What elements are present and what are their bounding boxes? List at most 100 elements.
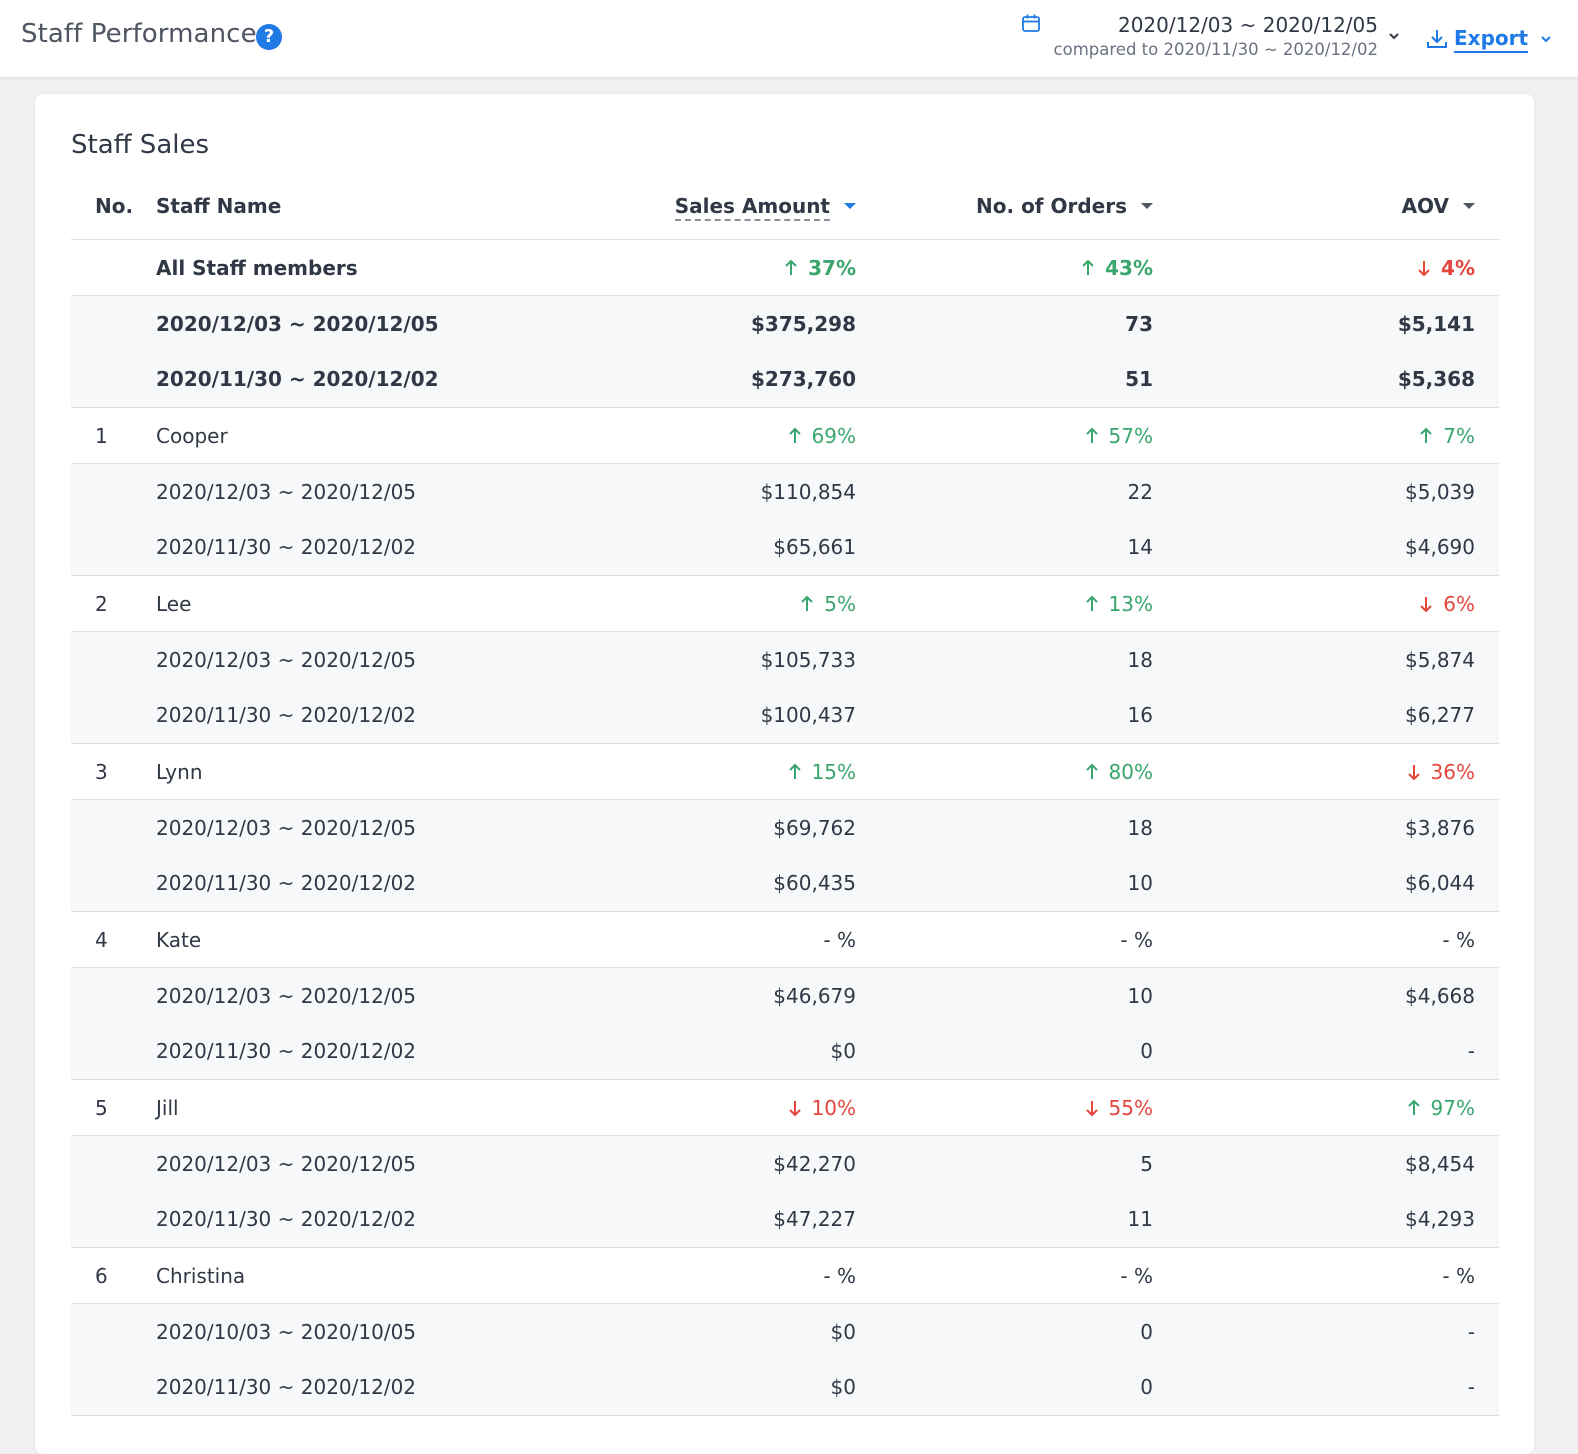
staff-name: Kate [156,927,202,952]
order-count: 0 [1140,1319,1153,1344]
date-range-picker[interactable]: 2020/12/03 ~ 2020/12/05 compared to 2020… [1021,11,1378,61]
aov-value: $5,141 [1397,311,1475,336]
sales-change: - % [823,928,856,952]
staff-name: All Staff members [156,255,358,280]
period-label: 2020/11/30 ~ 2020/12/02 [156,367,439,392]
aov-value: $5,368 [1397,367,1475,392]
period-label: 2020/11/30 ~ 2020/12/02 [156,871,417,896]
aov-value: $6,277 [1405,703,1475,728]
sort-caret-icon[interactable] [1463,203,1475,209]
chevron-down-icon[interactable] [1388,30,1400,42]
period-row: 2020/11/30 ~ 2020/12/02 $100,437 16 $6,277 [71,687,1499,743]
sales-amount: $69,762 [773,815,856,840]
order-count: 14 [1127,535,1153,560]
sales-change: 69% [788,424,856,448]
aov-value: - [1467,1039,1475,1064]
period-label: 2020/11/30 ~ 2020/12/02 [156,703,417,728]
sales-amount-label: Sales Amount [674,194,830,221]
period-row: 2020/11/30 ~ 2020/12/02 $0 0 - [71,1359,1499,1415]
period-row: 2020/12/03 ~ 2020/12/05 $46,679 10 $4,668 [71,968,1499,1024]
aov-value: - [1467,1319,1475,1344]
column-header-sales-amount[interactable]: Sales Amount [674,194,856,221]
staff-rank: 4 [95,927,108,952]
sales-amount: $273,760 [750,367,856,392]
period-row: 2020/12/03 ~ 2020/12/05 $110,854 22 $5,039 [71,464,1499,520]
period-label: 2020/12/03 ~ 2020/12/05 [156,479,417,504]
staff-summary-row[interactable]: All Staff members 37% 43% 4% [71,240,1499,296]
staff-rank: 5 [95,1095,108,1120]
order-count: 10 [1127,983,1153,1008]
orders-label: No. of Orders [976,194,1127,218]
arrow-up-icon [788,427,801,443]
sort-caret-icon[interactable] [1141,203,1153,209]
aov-change: 6% [1419,592,1475,616]
staff-summary-row[interactable]: 1 Cooper 69% 57% 7% [71,408,1499,464]
sales-change: 5% [800,592,856,616]
arrow-down-icon [1085,1100,1098,1116]
aov-value: $8,454 [1405,1151,1475,1176]
staff-rank: 1 [95,423,108,448]
staff-summary-row[interactable]: 6 Christina - % - % - % [71,1248,1499,1304]
sales-amount: $100,437 [760,703,856,728]
column-header-aov[interactable]: AOV [1402,194,1475,218]
order-count: 16 [1127,703,1153,728]
aov-change-value: 4% [1441,255,1475,280]
staff-name: Cooper [156,423,228,448]
orders-change-value: 80% [1108,759,1153,784]
aov-value: $6,044 [1405,871,1475,896]
period-row: 2020/11/30 ~ 2020/12/02 $47,227 11 $4,293 [71,1191,1499,1247]
export-button[interactable]: Export [1426,24,1552,54]
orders-change: 43% [1081,256,1153,280]
staff-group: 3 Lynn 15% 80% 36% 2020/12/03 ~ 2020/12/05 $69… [71,744,1499,912]
order-count: 11 [1127,1207,1153,1232]
sort-caret-icon[interactable] [844,203,856,209]
staff-summary-row[interactable]: 3 Lynn 15% 80% 36% [71,744,1499,800]
period-row: 2020/12/03 ~ 2020/12/05 $375,298 73 $5,141 [71,296,1499,352]
orders-change: 80% [1085,760,1153,784]
help-icon[interactable]: ? [256,24,282,50]
staff-name: Lee [156,591,192,616]
sales-amount: $46,679 [773,983,856,1008]
orders-change: 55% [1085,1096,1153,1120]
calendar-icon [1021,14,1040,32]
column-header-orders[interactable]: No. of Orders [976,194,1153,218]
period-row: 2020/11/30 ~ 2020/12/02 $65,661 14 $4,690 [71,519,1499,575]
aov-change: 97% [1407,1096,1475,1120]
staff-summary-row[interactable]: 4 Kate - % - % - % [71,912,1499,968]
period-label: 2020/12/03 ~ 2020/12/05 [156,815,417,840]
sales-amount: $65,661 [773,535,856,560]
staff-group: All Staff members 37% 43% 4% 2020/12/03 ~ 20… [71,240,1499,408]
arrow-up-icon [785,259,797,275]
period-row: 2020/12/03 ~ 2020/12/05 $42,270 5 $8,454 [71,1136,1499,1192]
aov-label: AOV [1401,194,1449,218]
period-label: 2020/11/30 ~ 2020/12/02 [156,535,417,560]
arrow-up-icon [1082,259,1094,275]
orders-change: 57% [1085,424,1153,448]
sales-change-value: 69% [811,423,856,448]
aov-value: - [1467,1375,1475,1400]
period-label: 2020/10/03 ~ 2020/10/05 [156,1319,417,1344]
table-header: No. Staff Name Sales Amount No. of Order… [71,180,1499,240]
sales-change-value: 5% [824,591,856,616]
sales-amount: $47,227 [773,1207,856,1232]
sales-amount: $42,270 [773,1151,856,1176]
staff-group: 6 Christina - % - % - % 2020/10/03 ~ 2020/10/… [71,1248,1499,1416]
arrow-up-icon [801,595,813,611]
aov-change: 36% [1407,760,1475,784]
staff-summary-row[interactable]: 5 Jill 10% 55% 97% [71,1080,1499,1136]
chevron-down-icon [1541,36,1551,43]
arrow-up-icon [788,763,801,779]
staff-group: 1 Cooper 69% 57% 7% 2020/12/03 ~ 2020/12/05 $1… [71,408,1499,576]
aov-value: $4,690 [1405,535,1475,560]
compared-date-range: compared to 2020/11/30 ~ 2020/12/02 [1053,40,1378,59]
aov-change-value: 7% [1443,423,1475,448]
period-label: 2020/11/30 ~ 2020/12/02 [156,1207,417,1232]
aov-value: $3,876 [1405,815,1475,840]
arrow-down-icon [1418,260,1430,276]
arrow-up-icon [1085,595,1098,611]
staff-summary-row[interactable]: 2 Lee 5% 13% 6% [71,576,1499,632]
period-label: 2020/12/03 ~ 2020/12/05 [156,1151,417,1176]
period-row: 2020/11/30 ~ 2020/12/02 $273,760 51 $5,368 [71,351,1499,407]
arrow-up-icon [1085,427,1098,443]
period-label: 2020/12/03 ~ 2020/12/05 [156,311,439,336]
